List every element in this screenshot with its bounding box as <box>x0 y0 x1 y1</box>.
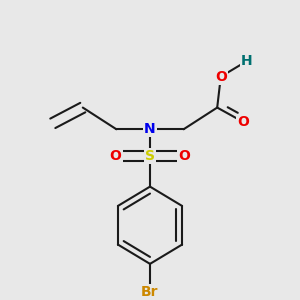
Text: O: O <box>178 149 190 163</box>
Text: O: O <box>110 149 122 163</box>
Text: O: O <box>215 70 227 84</box>
Text: Br: Br <box>141 285 159 299</box>
Text: N: N <box>144 122 156 136</box>
Text: S: S <box>145 149 155 163</box>
Text: H: H <box>241 54 252 68</box>
Text: O: O <box>237 115 249 129</box>
